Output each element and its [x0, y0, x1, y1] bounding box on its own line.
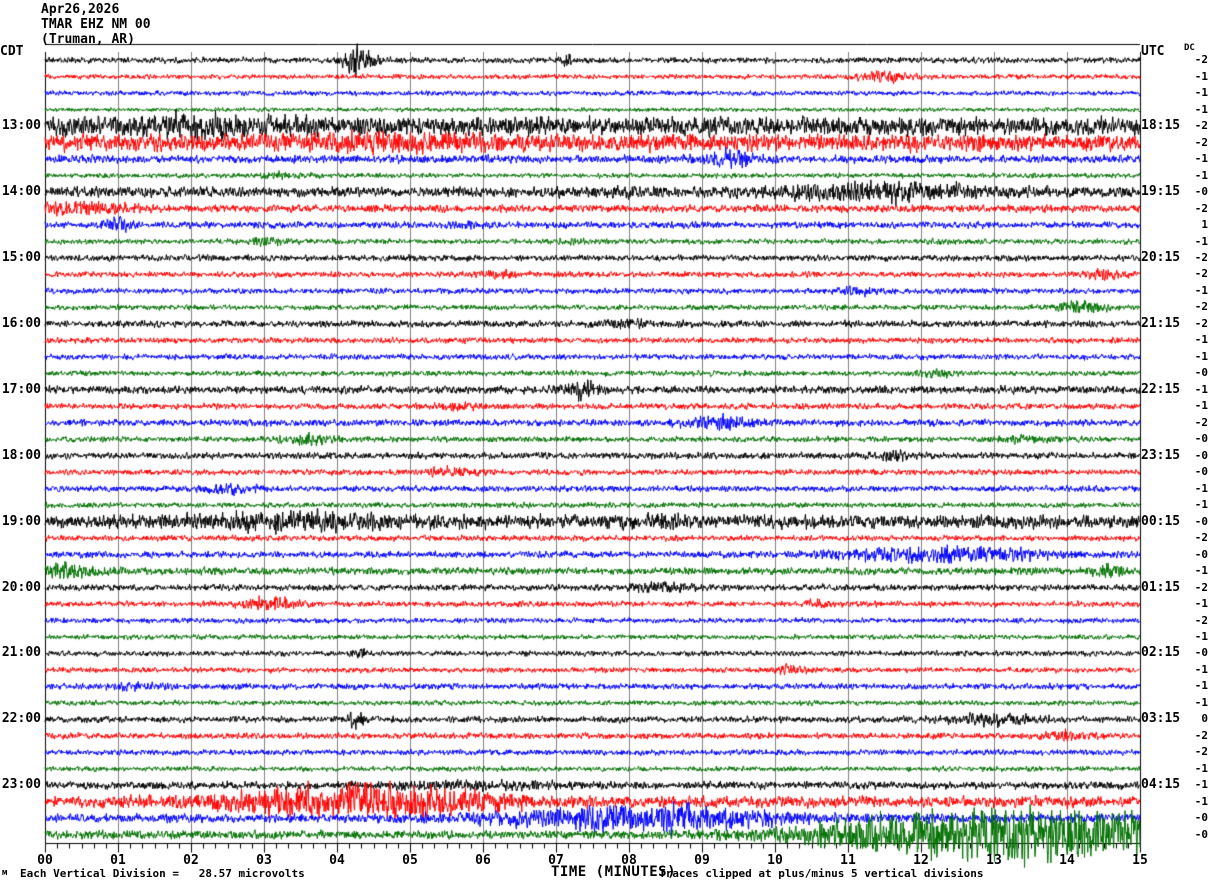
dc-value-row-38: -1: [1194, 679, 1208, 693]
dc-value-row-13: -2: [1194, 267, 1208, 281]
corner-mark: м: [2, 868, 8, 878]
dc-value-row-15: -2: [1194, 300, 1208, 314]
x-tick-label-08: 08: [621, 853, 637, 868]
dc-value-row-31: -1: [1194, 564, 1208, 578]
dc-value-row-26: -1: [1194, 481, 1208, 495]
right-time-label-0215: 02:15: [1141, 645, 1181, 661]
x-tick-label-10: 10: [767, 853, 783, 868]
right-time-label-1815: 18:15: [1141, 118, 1181, 134]
left-time-label-1600: 16:00: [1, 315, 41, 331]
right-time-label-0015: 00:15: [1141, 513, 1181, 529]
right-time-label-0315: 03:15: [1141, 711, 1181, 727]
dc-value-row-14: -1: [1194, 283, 1208, 297]
x-tick-label-15: 15: [1132, 853, 1148, 868]
x-tick-label-01: 01: [110, 853, 126, 868]
dc-value-row-4: -2: [1194, 119, 1208, 133]
dc-value-row-33: -1: [1194, 597, 1208, 611]
x-tick-label-13: 13: [986, 853, 1002, 868]
x-tick-label-06: 06: [475, 853, 491, 868]
left-time-label-2300: 23:00: [1, 777, 41, 793]
x-tick-label-12: 12: [913, 853, 929, 868]
dc-value-row-27: -1: [1194, 498, 1208, 512]
dc-value-row-11: -1: [1194, 234, 1208, 248]
dc-value-row-44: -1: [1194, 778, 1208, 792]
dc-value-row-3: -1: [1194, 102, 1208, 116]
dc-value-row-28: -0: [1194, 514, 1208, 528]
dc-value-row-23: -0: [1194, 432, 1208, 446]
dc-value-row-5: -2: [1194, 135, 1208, 149]
right-time-label-2215: 22:15: [1141, 381, 1181, 397]
dc-value-row-12: -2: [1194, 250, 1208, 264]
left-time-label-1900: 19:00: [1, 513, 41, 529]
x-tick-label-11: 11: [840, 853, 856, 868]
dc-value-row-30: -0: [1194, 547, 1208, 561]
dc-value-row-22: -2: [1194, 415, 1208, 429]
x-tick-label-00: 00: [37, 853, 53, 868]
left-time-label-2100: 21:00: [1, 645, 41, 661]
left-time-label-2000: 20:00: [1, 579, 41, 595]
left-time-label-2200: 22:00: [1, 711, 41, 727]
dc-value-row-39: -1: [1194, 695, 1208, 709]
dc-value-row-17: -1: [1194, 333, 1208, 347]
dc-value-row-37: -1: [1194, 662, 1208, 676]
x-tick-label-14: 14: [1059, 853, 1075, 868]
right-time-label-2115: 21:15: [1141, 315, 1181, 331]
right-time-label-1915: 19:15: [1141, 184, 1181, 200]
x-tick-label-05: 05: [402, 853, 418, 868]
dc-value-row-41: -2: [1194, 728, 1208, 742]
dc-value-row-1: -1: [1194, 69, 1208, 83]
dc-value-row-20: -1: [1194, 382, 1208, 396]
dc-value-row-35: -1: [1194, 630, 1208, 643]
left-time-label-1400: 14:00: [1, 184, 41, 200]
x-tick-label-02: 02: [183, 853, 199, 868]
dc-value-row-2: -1: [1194, 86, 1208, 100]
dc-value-row-19: -0: [1194, 366, 1208, 380]
dc-value-row-8: -0: [1194, 185, 1208, 199]
dc-value-row-47: -0: [1194, 827, 1208, 841]
dc-value-row-32: -2: [1194, 580, 1208, 594]
dc-value-row-21: -1: [1194, 399, 1208, 413]
dc-value-row-40: 0: [1201, 712, 1208, 726]
x-axis-title: TIME (MINUTES): [551, 864, 677, 880]
dc-value-row-9: -2: [1194, 201, 1208, 215]
x-tick-label-03: 03: [256, 853, 272, 868]
scale-note: Each Vertical Division = 28.57 microvolt…: [20, 867, 305, 880]
dc-value-row-24: -0: [1194, 448, 1208, 462]
x-tick-label-04: 04: [329, 853, 345, 868]
dc-value-row-18: -1: [1194, 349, 1208, 363]
left-time-label-1800: 18:00: [1, 447, 41, 463]
x-tick-label-09: 09: [694, 853, 710, 868]
dc-value-row-46: -0: [1194, 811, 1208, 825]
right-time-label-2315: 23:15: [1141, 447, 1181, 463]
dc-value-row-16: -2: [1194, 316, 1208, 330]
dc-value-row-25: -0: [1194, 465, 1208, 479]
dc-value-row-45: -1: [1194, 794, 1208, 808]
right-time-label-0415: 04:15: [1141, 777, 1181, 793]
dc-value-row-10: 1: [1201, 218, 1208, 232]
dc-value-row-0: -2: [1194, 53, 1208, 67]
x-tick-label-07: 07: [548, 853, 564, 868]
left-time-label-1700: 17:00: [1, 381, 41, 397]
dc-value-row-36: -0: [1194, 646, 1208, 660]
dc-value-row-34: -2: [1194, 613, 1208, 627]
dc-value-row-29: -2: [1194, 531, 1208, 545]
right-time-label-2015: 20:15: [1141, 249, 1181, 265]
right-time-label-0115: 01:15: [1141, 579, 1181, 595]
left-time-label-1500: 15:00: [1, 249, 41, 265]
clip-note: Traces clipped at plus/minus 5 vertical …: [659, 867, 984, 880]
dc-value-row-6: -1: [1194, 152, 1208, 166]
dc-value-row-42: -2: [1194, 745, 1208, 759]
dc-value-row-43: -1: [1194, 761, 1208, 775]
left-time-label-1300: 13:00: [1, 118, 41, 134]
dc-value-row-7: -1: [1194, 168, 1208, 182]
